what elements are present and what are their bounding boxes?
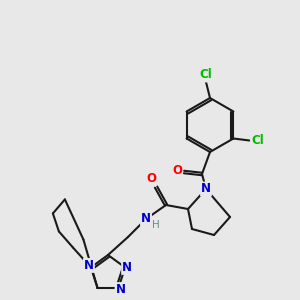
Text: Cl: Cl xyxy=(251,134,264,147)
Text: N: N xyxy=(201,182,211,196)
Text: N: N xyxy=(141,212,151,226)
Text: O: O xyxy=(146,172,156,185)
Text: N: N xyxy=(122,261,132,274)
Text: N: N xyxy=(84,259,94,272)
Text: H: H xyxy=(152,220,160,230)
Text: N: N xyxy=(116,283,126,296)
Text: O: O xyxy=(172,164,182,178)
Text: Cl: Cl xyxy=(200,68,212,82)
